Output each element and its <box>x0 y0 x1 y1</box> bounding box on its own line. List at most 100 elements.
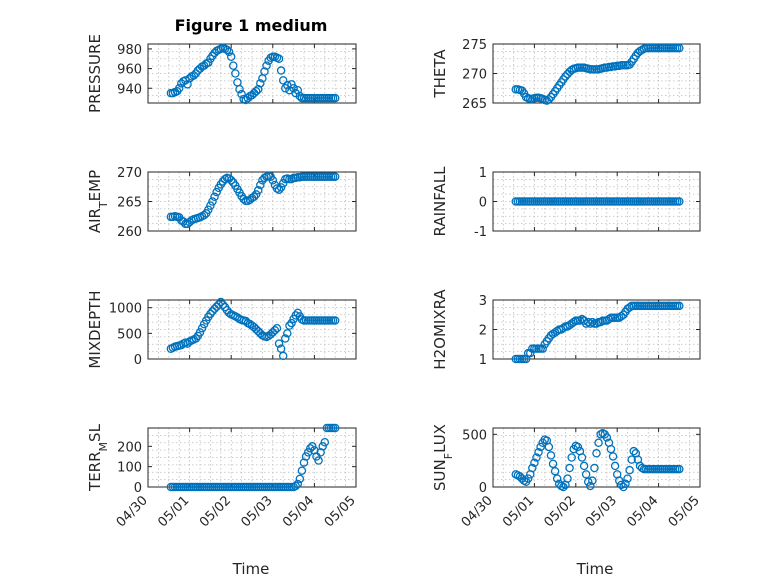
data-point <box>552 474 562 483</box>
data-point <box>226 52 236 62</box>
data-point <box>625 303 634 312</box>
data-point <box>208 197 217 206</box>
y-axis-label: AIRTEMP <box>86 170 110 233</box>
data-point <box>189 71 199 80</box>
data-point <box>283 329 292 338</box>
axes-box <box>147 43 357 104</box>
data-point <box>191 334 201 343</box>
axes-box <box>147 299 357 360</box>
data-point <box>210 192 219 202</box>
y-tick-label: 0 <box>134 353 142 368</box>
data-point <box>262 61 271 70</box>
data-point <box>224 308 234 318</box>
data-point <box>256 79 265 88</box>
data-point <box>583 477 593 486</box>
data-point <box>629 446 639 456</box>
data-point <box>573 442 583 452</box>
data-point <box>621 479 630 489</box>
data-point <box>216 297 226 307</box>
data-point <box>270 326 280 335</box>
y-tick-label: 1 <box>479 166 487 181</box>
data-point <box>320 437 330 447</box>
data-point <box>285 321 294 330</box>
data-point <box>610 461 620 471</box>
data-point <box>260 67 269 76</box>
data-point <box>224 47 234 57</box>
y-tick-label: 100 <box>117 461 142 476</box>
data-point <box>237 89 246 99</box>
data-point <box>195 328 205 337</box>
y-axis-label: RAINFALL <box>431 166 449 237</box>
data-point <box>563 474 572 483</box>
data-point <box>256 180 265 190</box>
data-point <box>295 474 305 484</box>
data-point <box>561 72 570 81</box>
data-point <box>226 176 236 185</box>
y-tick-label: 0 <box>479 196 487 211</box>
data-point <box>199 210 209 220</box>
y-tick-label: 0 <box>134 481 142 496</box>
data-point <box>330 172 340 181</box>
data-point <box>291 481 300 491</box>
data-point <box>548 459 558 469</box>
data-point <box>274 185 284 194</box>
data-point <box>559 482 568 492</box>
y-axis-label: PRESSURE <box>86 34 104 113</box>
data-point <box>179 217 188 226</box>
data-point <box>544 95 554 104</box>
data-point <box>567 453 576 462</box>
data-point <box>318 442 327 451</box>
data-point <box>675 43 684 53</box>
data-point <box>536 442 545 452</box>
data-point <box>278 178 288 188</box>
data-point <box>604 314 614 324</box>
data-point <box>675 464 684 474</box>
data-point <box>314 456 323 465</box>
data-point <box>289 84 298 93</box>
y-tick-label: 260 <box>117 225 142 240</box>
data-point <box>544 442 554 452</box>
data-point <box>550 466 560 476</box>
subplot-theta: 265 270 275 THETA <box>431 38 701 112</box>
data-point <box>287 318 296 328</box>
y-tick-label: -1 <box>474 225 487 240</box>
subplot-mixdepth: 0 500 1000 MIXDEPTH <box>86 290 357 369</box>
y-tick-label: 270 <box>462 68 487 83</box>
data-point <box>274 54 284 64</box>
data-point <box>206 201 215 210</box>
y-tick-label: 1 <box>479 353 487 368</box>
data-point <box>569 317 578 327</box>
data-point <box>523 474 533 483</box>
data-point <box>212 187 221 197</box>
data-point <box>586 481 595 491</box>
data-point <box>565 463 574 473</box>
data-point <box>293 85 303 95</box>
data-point <box>596 317 605 327</box>
data-point <box>218 300 228 309</box>
data-point <box>675 197 684 206</box>
data-point <box>627 455 636 464</box>
y-tick-label: 265 <box>462 97 487 112</box>
data-point <box>592 449 601 458</box>
data-point <box>590 463 599 473</box>
data-point <box>291 311 300 320</box>
data-point <box>305 444 315 453</box>
data-point <box>253 84 263 94</box>
data-point <box>308 442 317 451</box>
chart-title: Figure 1 medium <box>175 16 328 35</box>
subplot-air-temp: 260 265 270 AIRTEMP <box>86 166 357 240</box>
y-axis-label: THETA <box>431 49 449 99</box>
y-tick-label: 3 <box>479 294 487 309</box>
data-point <box>253 186 263 195</box>
data-point <box>177 340 186 350</box>
y-tick-label: 1000 <box>109 302 142 317</box>
data-point <box>251 86 261 96</box>
data-point <box>521 354 531 364</box>
data-point <box>278 76 288 85</box>
data-point <box>183 80 192 89</box>
data-point <box>588 317 597 327</box>
data-point <box>623 474 632 483</box>
y-tick-label: 0 <box>479 481 487 496</box>
data-point <box>602 433 612 442</box>
data-point <box>274 339 284 348</box>
